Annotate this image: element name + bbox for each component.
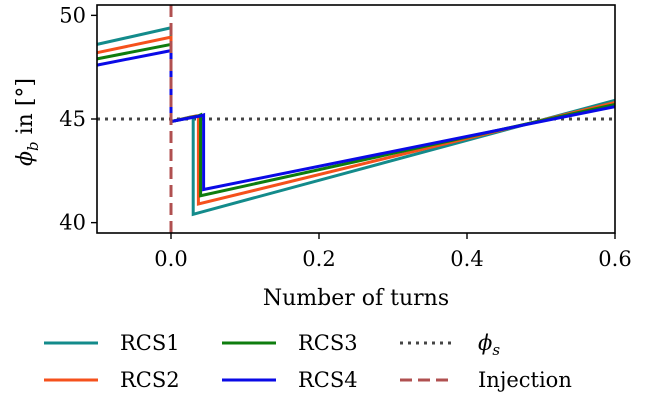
y-axis-label-subscript: b: [24, 141, 42, 151]
y-tick-label: 45: [59, 107, 86, 131]
x-tick-label: 0.6: [598, 247, 631, 271]
y-axis-label-symbol: ϕ: [13, 151, 38, 166]
x-tick-label: 0.4: [450, 247, 483, 271]
legend: RCS1 RCS2 RCS3 RCS4 ϕs Injection: [44, 331, 572, 392]
legend-label-rcs1: RCS1: [120, 331, 180, 355]
legend-label-rcs2: RCS2: [120, 368, 180, 392]
x-axis: 0.0 0.2 0.4 0.6: [154, 233, 632, 271]
y-tick-label: 40: [59, 211, 86, 235]
legend-label-rcs4: RCS4: [298, 368, 358, 392]
y-axis-label: ϕb in [°]: [13, 78, 42, 166]
x-tick-label: 0.0: [154, 247, 187, 271]
y-tick-label: 50: [59, 3, 86, 27]
legend-label-rcs3: RCS3: [298, 331, 358, 355]
legend-label-phi-s-subscript: s: [492, 341, 500, 359]
x-axis-label: Number of turns: [263, 286, 449, 311]
x-tick-label: 0.2: [302, 247, 335, 271]
legend-label-phi-s: ϕs: [478, 331, 500, 359]
legend-label-phi-s-symbol: ϕ: [478, 331, 492, 355]
y-axis-label-unit: in [°]: [13, 78, 38, 141]
plot-lines: [96, 5, 616, 233]
legend-label-injection: Injection: [478, 368, 572, 392]
y-axis: 40 45 50: [59, 3, 97, 235]
